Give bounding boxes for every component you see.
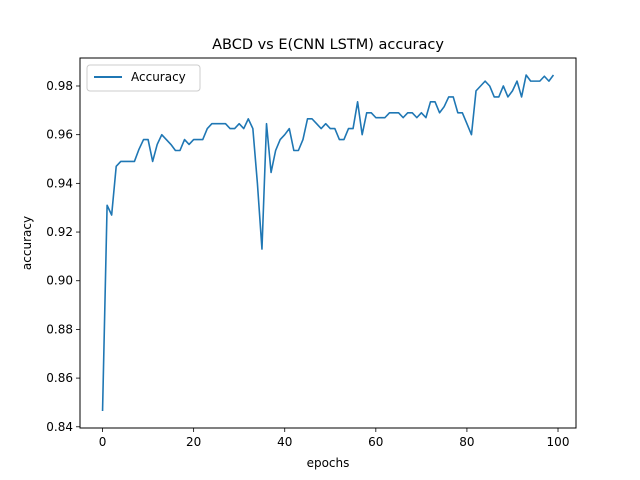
y-tick-label: 0.88 bbox=[46, 322, 73, 336]
y-tick-label: 0.94 bbox=[46, 176, 73, 190]
y-tick-label: 0.84 bbox=[46, 420, 73, 434]
x-tick-label: 60 bbox=[368, 435, 383, 449]
x-tick-label: 80 bbox=[459, 435, 474, 449]
y-tick-label: 0.86 bbox=[46, 371, 73, 385]
x-tick-label: 20 bbox=[186, 435, 201, 449]
y-tick-label: 0.92 bbox=[46, 225, 73, 239]
axis-ticks: 0 20 40 60 80 100 0.84 0.86 0.88 0.90 0.92 0.94 0.96… bbox=[46, 79, 569, 449]
x-tick-label: 40 bbox=[277, 435, 292, 449]
x-axis-label: epochs bbox=[307, 456, 350, 470]
axes-frame bbox=[79, 57, 577, 429]
x-tick-label: 100 bbox=[547, 435, 570, 449]
y-tick-label: 0.98 bbox=[46, 79, 73, 93]
y-tick-label: 0.96 bbox=[46, 128, 73, 142]
legend-label-accuracy: Accuracy bbox=[131, 70, 186, 84]
legend: Accuracy bbox=[86, 64, 201, 92]
y-tick-label: 0.90 bbox=[46, 274, 73, 288]
plot-area bbox=[101, 74, 555, 411]
x-tick-label: 0 bbox=[99, 435, 107, 449]
series-line-accuracy bbox=[101, 74, 555, 411]
y-axis-label: accuracy bbox=[20, 216, 34, 270]
chart-title: ABCD vs E(CNN LSTM) accuracy bbox=[212, 37, 444, 53]
legend-box bbox=[86, 64, 201, 92]
